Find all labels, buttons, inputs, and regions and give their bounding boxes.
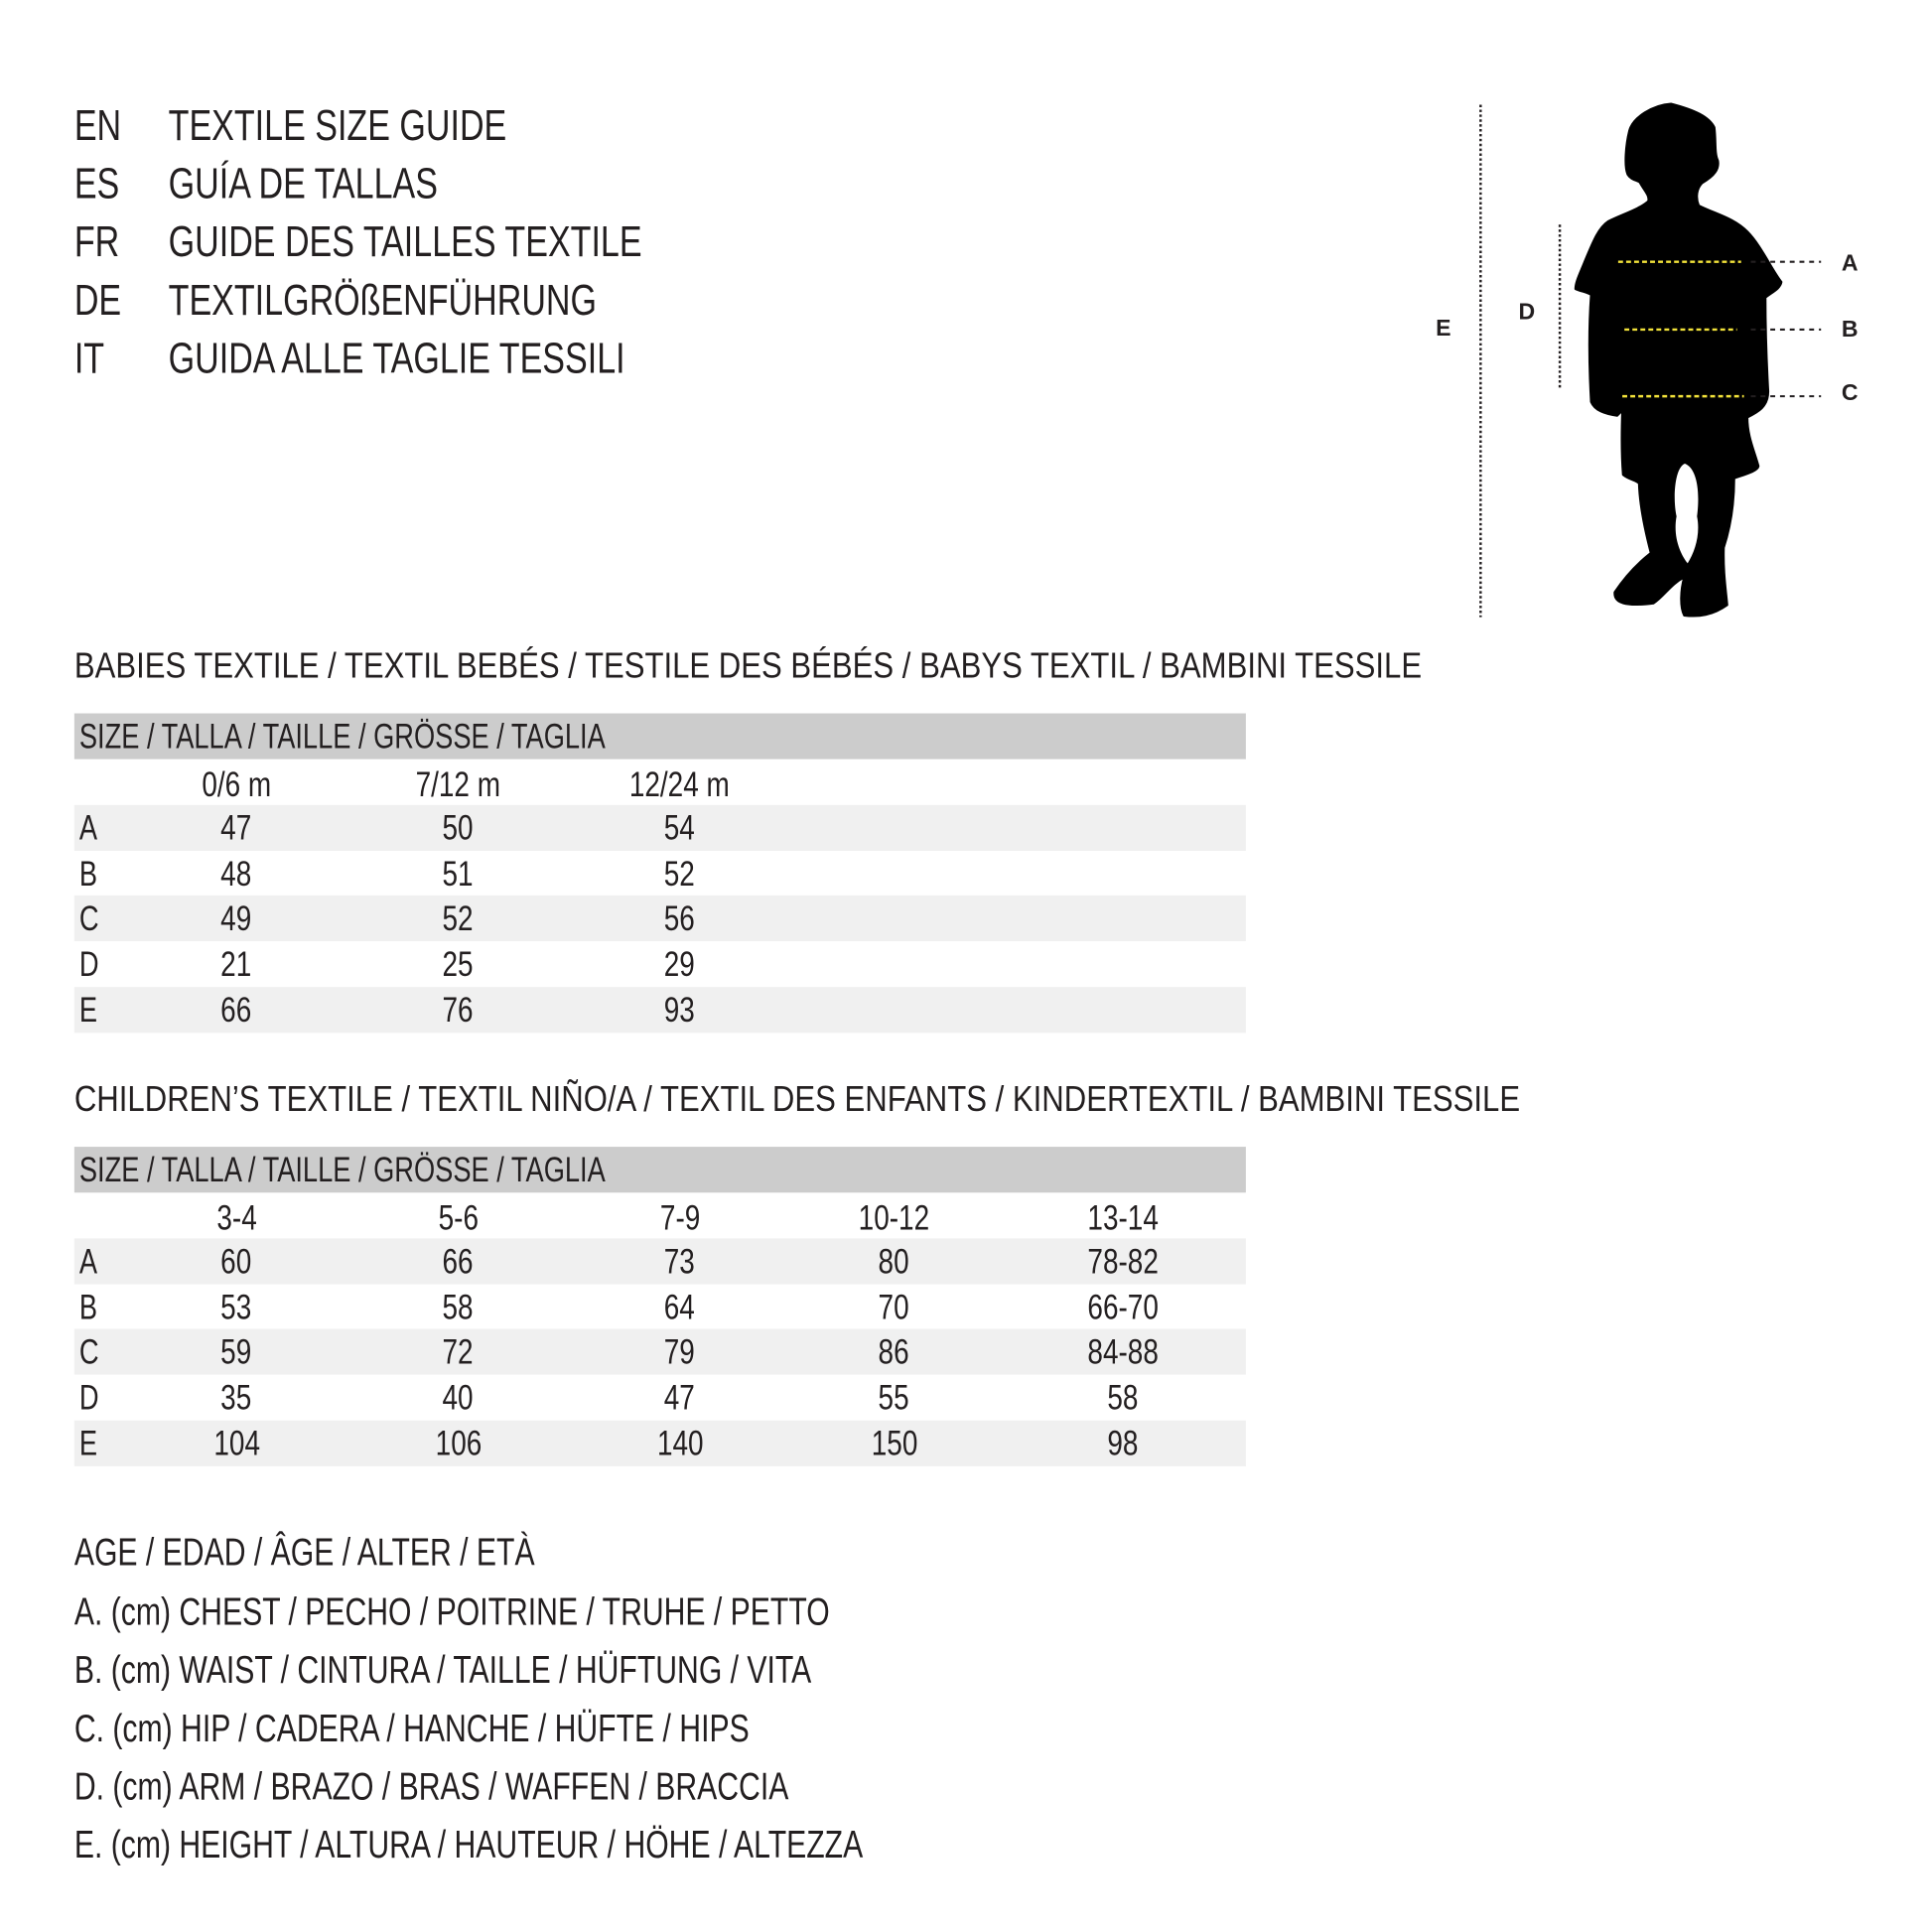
title-en: TEXTILE SIZE GUIDE — [168, 101, 507, 150]
table-cell: 21 — [220, 944, 252, 984]
table-row: D 21 25 29 — [74, 941, 1246, 987]
column-header: 10-12 — [858, 1198, 930, 1238]
row-label: E — [78, 1424, 98, 1463]
table-row: A 60 66 73 80 78-82 — [73, 1238, 1246, 1285]
column-header-row: 3-4 5-6 7-9 10-12 13-14 — [74, 1195, 1246, 1241]
table-cell: 49 — [220, 898, 252, 938]
legend-age: AGE / EDAD / ÂGE / ALTER / ETÀ — [73, 1530, 535, 1575]
lang-code-de: DE — [73, 276, 122, 325]
table-row: A 47 50 54 — [73, 804, 1246, 851]
size-header: SIZE / TALLA / TAILLE / GRÖSSE / TAGLIA — [73, 1147, 1246, 1193]
column-header: 0/6 m — [202, 764, 272, 804]
table-cell: 58 — [1107, 1378, 1139, 1418]
lang-code-en: EN — [73, 101, 122, 150]
title-it: GUIDA ALLE TAGLIE TESSILI — [168, 334, 625, 383]
legend-arm: D. (cm) ARM / BRAZO / BRAS / WAFFEN / BR… — [73, 1764, 789, 1809]
table-cell: 76 — [442, 990, 475, 1030]
label-c: C — [1842, 379, 1859, 405]
table-cell: 53 — [220, 1288, 252, 1326]
row-label: D — [78, 944, 99, 984]
legend-hip: C. (cm) HIP / CADERA / HANCHE / HÜFTE / … — [73, 1706, 750, 1750]
table-cell: 106 — [435, 1424, 482, 1463]
table-cell: 56 — [664, 898, 696, 938]
table-cell: 47 — [220, 808, 252, 848]
table-cell: 98 — [1107, 1424, 1139, 1463]
lang-code-it: IT — [73, 334, 105, 383]
label-e: E — [1437, 315, 1451, 341]
row-label: A — [78, 808, 98, 848]
column-header: 3-4 — [216, 1198, 257, 1238]
table-row: B 53 58 64 70 66-70 — [74, 1285, 1246, 1330]
table-cell: 80 — [879, 1242, 910, 1281]
row-label: E — [78, 990, 98, 1030]
size-header: SIZE / TALLA / TAILLE / GRÖSSE / TAGLIA — [73, 713, 1246, 759]
label-d: D — [1519, 299, 1536, 325]
column-header: 7-9 — [659, 1198, 701, 1238]
table-cell: 47 — [664, 1378, 696, 1418]
table-cell: 70 — [879, 1288, 910, 1326]
table-cell: 150 — [871, 1424, 917, 1463]
table-cell: 52 — [664, 854, 696, 894]
table-cell: 54 — [664, 808, 696, 848]
table-cell: 84-88 — [1087, 1332, 1160, 1371]
legend-chest: A. (cm) CHEST / PECHO / POITRINE / TRUHE… — [73, 1589, 830, 1634]
table-cell: 29 — [664, 944, 696, 984]
table-cell: 58 — [442, 1288, 475, 1326]
title-de: TEXTILGRÖßENFÜHRUNG — [168, 276, 598, 325]
table-cell: 140 — [656, 1424, 704, 1463]
table-cell: 93 — [664, 990, 696, 1030]
table-cell: 72 — [442, 1332, 475, 1371]
legend-height: E. (cm) HEIGHT / ALTURA / HAUTEUR / HÖHE… — [73, 1823, 864, 1866]
table-cell: 66-70 — [1087, 1288, 1160, 1326]
legend-waist: B. (cm) WAIST / CINTURA / TAILLE / HÜFTU… — [73, 1648, 812, 1692]
table-row: E 66 76 93 — [73, 987, 1246, 1034]
table-cell: 59 — [220, 1332, 252, 1371]
table-cell: 51 — [442, 854, 475, 894]
row-label: D — [78, 1378, 99, 1418]
label-b: B — [1842, 316, 1859, 342]
lang-code-fr: FR — [73, 217, 120, 267]
column-header: 12/24 m — [629, 764, 731, 804]
title-fr: GUIDE DES TAILLES TEXTILE — [168, 217, 642, 267]
row-label: C — [78, 1332, 99, 1371]
row-label: B — [78, 854, 98, 894]
table-cell: 52 — [442, 898, 475, 938]
child-silhouette-icon — [1575, 102, 1783, 618]
table-cell: 78-82 — [1087, 1242, 1160, 1281]
column-header-row: 0/6 m 7/12 m 12/24 m — [74, 761, 1246, 807]
table-cell: 86 — [879, 1332, 910, 1371]
table-row: C 49 52 56 — [73, 895, 1246, 942]
leg-gap — [1675, 464, 1699, 564]
row-label: A — [78, 1242, 98, 1281]
table-cell: 66 — [442, 1242, 475, 1281]
table-cell: 48 — [220, 854, 252, 894]
label-a: A — [1842, 250, 1859, 276]
table-cell: 60 — [220, 1242, 252, 1281]
table-row: B 48 51 52 — [74, 851, 1246, 897]
table-row: D 35 40 47 55 58 — [74, 1375, 1246, 1421]
table-cell: 50 — [442, 808, 475, 848]
column-header: 13-14 — [1087, 1198, 1160, 1238]
column-header: 5-6 — [438, 1198, 479, 1238]
table-cell: 66 — [220, 990, 252, 1030]
table-cell: 55 — [879, 1378, 910, 1418]
table-row: C 59 72 79 86 84-88 — [73, 1328, 1246, 1375]
column-header: 7/12 m — [415, 764, 501, 804]
table-cell: 40 — [442, 1378, 475, 1418]
child-measurement-figure: A B C D E — [1437, 102, 1859, 618]
row-label: C — [78, 898, 99, 938]
lang-code-es: ES — [73, 159, 120, 208]
children-heading: CHILDREN’S TEXTILE / TEXTIL NIÑO/A / TEX… — [73, 1079, 1521, 1120]
table-cell: 104 — [212, 1424, 260, 1463]
table-row: E 104 106 140 150 98 — [73, 1420, 1246, 1466]
table-cell: 35 — [220, 1378, 252, 1418]
row-label: B — [78, 1288, 98, 1326]
table-cell: 79 — [664, 1332, 696, 1371]
table-cell: 73 — [664, 1242, 696, 1281]
table-cell: 64 — [664, 1288, 696, 1326]
table-cell: 25 — [442, 944, 475, 984]
babies-heading: BABIES TEXTILE / TEXTIL BEBÉS / TESTILE … — [73, 646, 1423, 687]
title-es: GUÍA DE TALLAS — [168, 159, 438, 208]
